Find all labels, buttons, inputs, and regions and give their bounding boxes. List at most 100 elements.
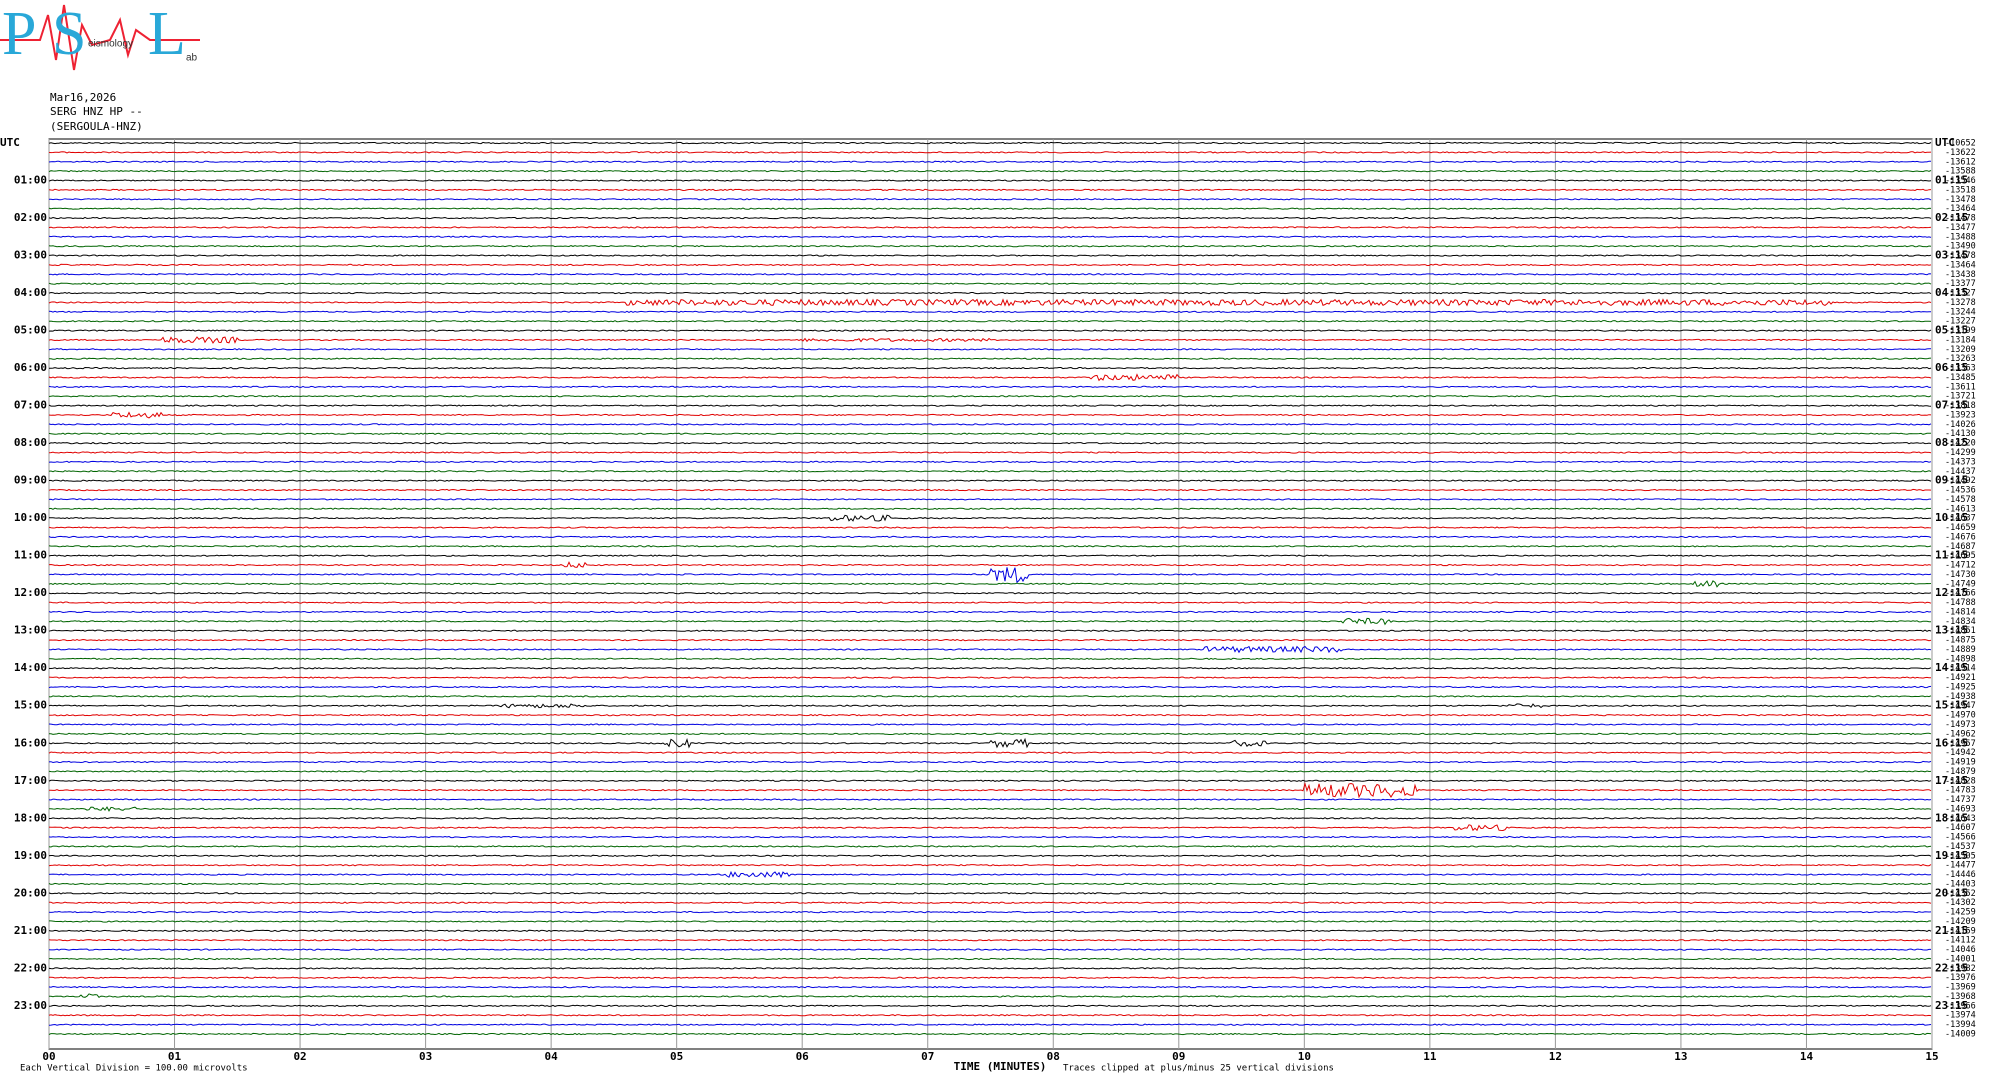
trace bbox=[48, 488, 1932, 492]
trace bbox=[48, 1032, 1932, 1036]
trace bbox=[48, 207, 1932, 210]
x-tick-label: 08 bbox=[1047, 1050, 1060, 1063]
trace bbox=[48, 845, 1932, 848]
offset-label: -13244 bbox=[1945, 307, 1976, 317]
trace bbox=[48, 432, 1932, 435]
offset-label: -14875 bbox=[1945, 636, 1976, 646]
left-time-label: 19:00 bbox=[14, 849, 47, 862]
offset-label: -14607 bbox=[1945, 823, 1976, 833]
trace bbox=[48, 179, 1932, 182]
offset-label: -14788 bbox=[1945, 598, 1976, 608]
left-time-label: 06:00 bbox=[14, 361, 47, 374]
trace bbox=[48, 645, 1932, 654]
offset-label: -13721 bbox=[1945, 392, 1976, 402]
offset-label: -14712 bbox=[1945, 561, 1976, 571]
offset-label: -13477 bbox=[1945, 223, 1976, 233]
offset-label: -13982 bbox=[1945, 964, 1976, 974]
right-time-label: 22:15 bbox=[1935, 961, 1968, 974]
trace bbox=[48, 226, 1932, 229]
offset-label: -13588 bbox=[1945, 167, 1976, 177]
offset-label: -14299 bbox=[1945, 448, 1976, 458]
left-time-label: 22:00 bbox=[14, 961, 47, 974]
right-time-label: 13:15 bbox=[1935, 624, 1968, 637]
offset-label: -13478 bbox=[1945, 214, 1976, 224]
trace bbox=[48, 385, 1932, 389]
left-time-label: 17:00 bbox=[14, 774, 47, 787]
trace bbox=[48, 561, 1932, 568]
trace bbox=[48, 507, 1932, 510]
left-time-label: UTC bbox=[0, 136, 20, 149]
offset-label: -13546 bbox=[1945, 176, 1976, 186]
offset-label: -14001 bbox=[1945, 954, 1976, 964]
offset-label: -14942 bbox=[1945, 748, 1976, 758]
x-tick-label: 04 bbox=[545, 1050, 559, 1063]
trace bbox=[48, 535, 1932, 539]
trace bbox=[48, 723, 1932, 726]
left-time-label: 21:00 bbox=[14, 924, 47, 937]
offset-label: -14970 bbox=[1945, 711, 1976, 721]
trace bbox=[48, 993, 1932, 998]
trace bbox=[49, 198, 1932, 201]
scale-note: Each Vertical Division = 100.00 microvol… bbox=[20, 1064, 248, 1074]
trace bbox=[48, 610, 1932, 614]
left-time-label: 01:00 bbox=[14, 174, 47, 187]
x-tick-label: 15 bbox=[1925, 1050, 1938, 1063]
trace bbox=[48, 460, 1932, 464]
trace bbox=[49, 806, 1932, 812]
trace bbox=[48, 1004, 1932, 1008]
offset-label: -14046 bbox=[1945, 945, 1976, 955]
left-time-label: 04:00 bbox=[14, 286, 47, 299]
trace bbox=[48, 404, 1932, 407]
trace bbox=[48, 160, 1932, 163]
trace bbox=[48, 713, 1932, 717]
offset-label: -13966 bbox=[1945, 1001, 1976, 1011]
right-time-label: 07:15 bbox=[1935, 399, 1968, 412]
trace bbox=[48, 939, 1932, 942]
trace bbox=[48, 479, 1932, 482]
right-time-label: 17:15 bbox=[1935, 774, 1968, 787]
trace bbox=[48, 188, 1932, 192]
offset-label: -13464 bbox=[1945, 260, 1976, 270]
logo-letter: L bbox=[148, 0, 186, 68]
offset-label: -14159 bbox=[1945, 926, 1976, 936]
trace bbox=[48, 329, 1932, 332]
trace bbox=[48, 310, 1932, 313]
trace bbox=[48, 685, 1932, 689]
trace bbox=[49, 732, 1932, 736]
right-time-label: 21:15 bbox=[1935, 924, 1968, 937]
trace bbox=[48, 985, 1932, 989]
offset-label: -14687 bbox=[1945, 542, 1976, 552]
trace bbox=[48, 282, 1932, 285]
offset-label: -14403 bbox=[1945, 879, 1976, 889]
offset-label: -14613 bbox=[1945, 504, 1976, 514]
trace bbox=[48, 957, 1932, 961]
trace bbox=[48, 779, 1932, 782]
offset-label: -14921 bbox=[1945, 673, 1976, 683]
trace bbox=[48, 373, 1932, 382]
offset-label: -13976 bbox=[1945, 973, 1976, 983]
offset-label: -13969 bbox=[1945, 983, 1976, 993]
trace bbox=[48, 835, 1932, 839]
left-time-label: 14:00 bbox=[14, 661, 47, 674]
offset-label: -13994 bbox=[1945, 1020, 1976, 1030]
offset-label: -14259 bbox=[1945, 908, 1976, 918]
right-time-label: 10:15 bbox=[1935, 511, 1968, 524]
offset-label: -14737 bbox=[1945, 795, 1976, 805]
right-time-label: 23:15 bbox=[1935, 999, 1968, 1012]
trace bbox=[48, 667, 1932, 670]
trace bbox=[48, 169, 1932, 173]
right-time-label: 20:15 bbox=[1935, 886, 1968, 899]
trace bbox=[48, 751, 1932, 754]
trace bbox=[48, 910, 1932, 914]
trace bbox=[49, 901, 1932, 904]
trace bbox=[48, 870, 1932, 879]
right-time-label: 15:15 bbox=[1935, 699, 1968, 712]
trace bbox=[48, 629, 1932, 632]
trace bbox=[48, 617, 1931, 626]
trace bbox=[48, 470, 1932, 473]
offset-label: -14566 bbox=[1945, 833, 1976, 843]
offset-label: -13199 bbox=[1945, 326, 1976, 336]
logo-letter: P bbox=[2, 0, 36, 68]
trace bbox=[48, 760, 1932, 764]
